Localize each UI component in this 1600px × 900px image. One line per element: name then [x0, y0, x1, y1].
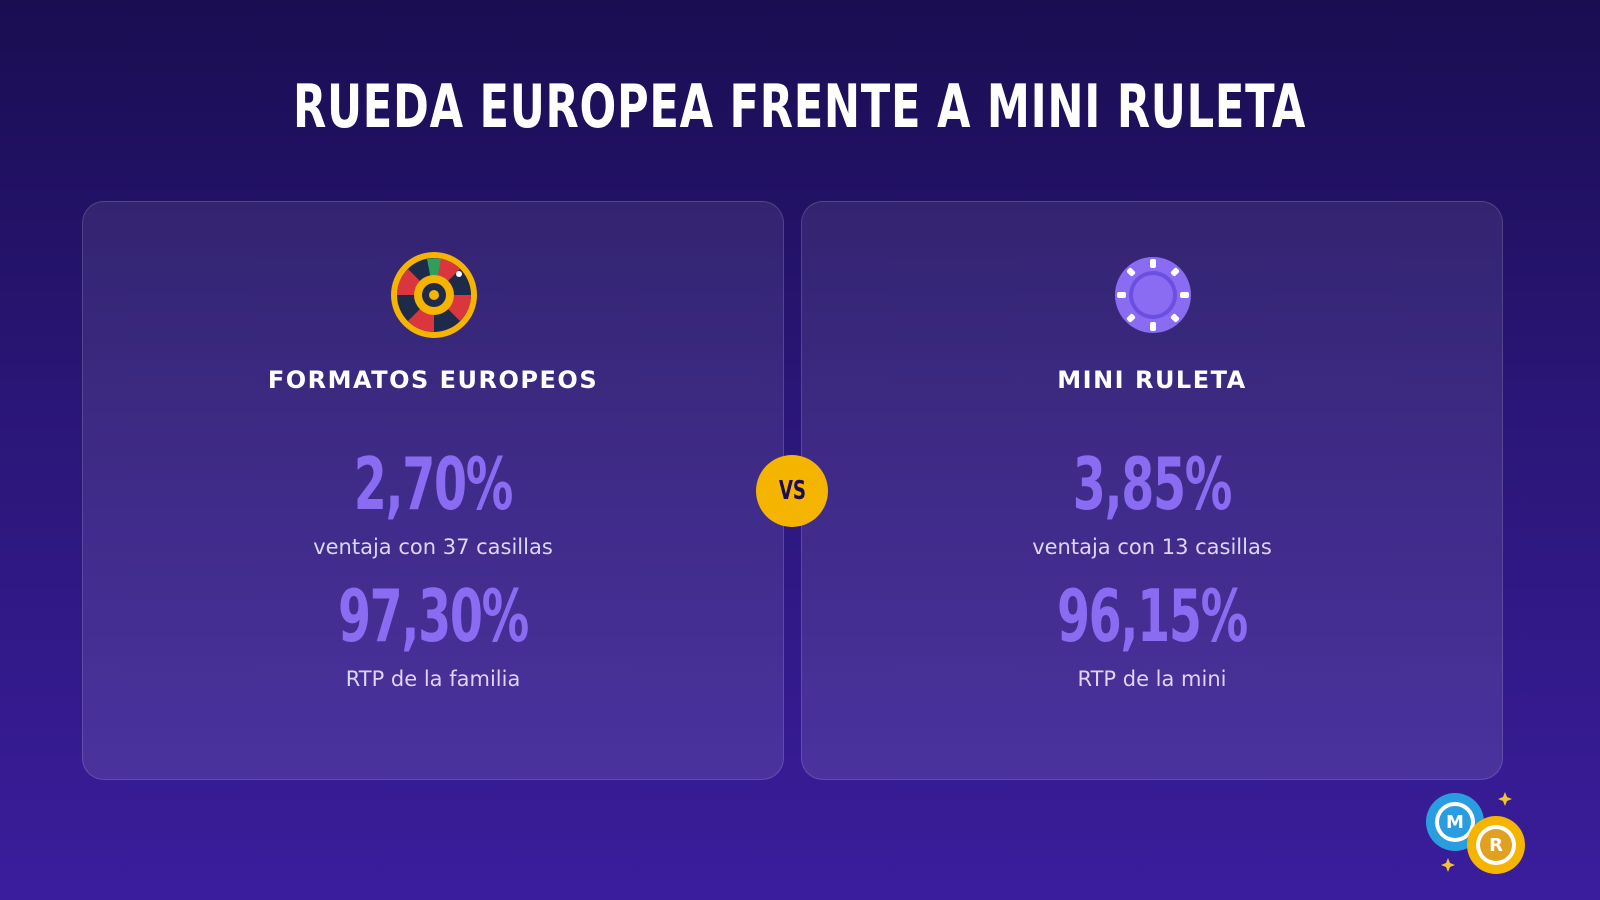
stat-value-text: 96,15%: [1056, 574, 1248, 658]
stat-label: RTP de la mini: [1077, 667, 1227, 691]
card-heading: MINI RULETA: [1057, 366, 1247, 394]
stat-label: ventaja con 37 casillas: [313, 535, 553, 559]
card-heading: FORMATOS EUROPEOS: [267, 366, 599, 394]
roulette-icon: [391, 252, 477, 338]
chip-icon: [1115, 257, 1191, 333]
stat-label: RTP de la familia: [345, 667, 521, 691]
stat-value: 3,85%: [802, 442, 1502, 526]
logo-letter: R: [1489, 835, 1503, 856]
title-text: RUEDA EUROPEA FRENTE A MINI RULETA: [293, 72, 1307, 142]
versus-text: VS: [778, 476, 806, 506]
versus-badge: VS: [756, 455, 828, 527]
stat-value-text: 97,30%: [337, 574, 529, 658]
stat-value: 2,70%: [83, 442, 783, 526]
title: RUEDA EUROPEA FRENTE A MINI RULETA: [0, 72, 1600, 142]
stat-value: 97,30%: [83, 574, 783, 658]
stat-value-text: 3,85%: [1072, 442, 1233, 526]
stat-label: ventaja con 13 casillas: [1032, 535, 1272, 559]
card: MINI RULETA 3,85% ventaja con 13 casilla…: [801, 201, 1503, 780]
logo-letter: M: [1446, 812, 1464, 833]
logo: M R: [1426, 792, 1525, 874]
card: FORMATOS EUROPEOS 2,70% ventaja con 37 c…: [82, 201, 784, 780]
stat-value-text: 2,70%: [353, 442, 514, 526]
stat-value: 96,15%: [802, 574, 1502, 658]
